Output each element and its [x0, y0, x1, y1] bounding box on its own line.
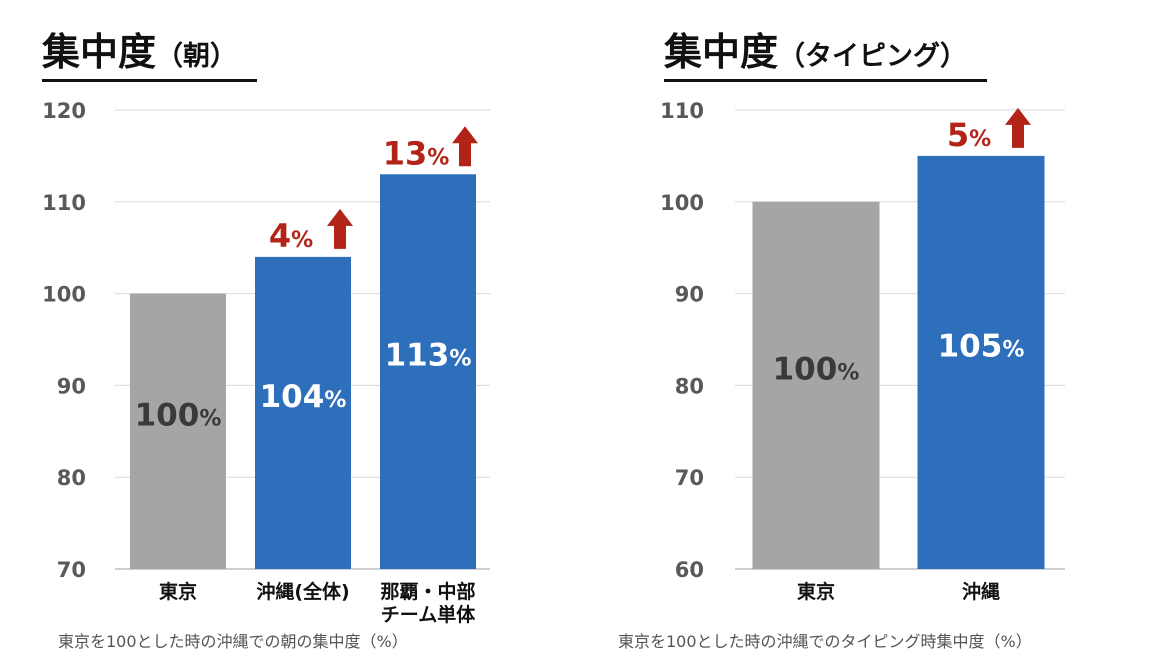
- bar: [752, 201, 880, 570]
- bar: [130, 293, 226, 569]
- gain-label: 4%: [269, 217, 313, 255]
- bar-value-number: 105: [938, 328, 1003, 364]
- y-tick-label: 70: [57, 558, 86, 582]
- y-tick-label: 80: [57, 466, 86, 490]
- chart-title-main: 集中度: [664, 30, 779, 74]
- chart-caption-typing: 東京を100とした時の沖縄でのタイピング時集中度（%）: [618, 632, 1032, 651]
- bar-value-percent: %: [837, 360, 859, 385]
- y-tick-label: 100: [42, 283, 86, 307]
- chart-title-morning: 集中度（朝）: [42, 30, 258, 82]
- bar: [917, 155, 1045, 569]
- gain-number: 5: [947, 116, 969, 154]
- y-tick-label: 100: [660, 191, 704, 215]
- gain-percent: %: [969, 127, 991, 152]
- y-tick-label: 80: [675, 374, 704, 398]
- bar-value-label: 113%: [385, 338, 472, 374]
- gain-label: 5%: [947, 116, 991, 154]
- y-tick-label: 90: [57, 374, 86, 398]
- bar-value-percent: %: [199, 406, 221, 431]
- x-category-label: 沖縄(全体): [256, 580, 349, 603]
- gain-number: 13: [383, 134, 428, 172]
- chart-panel-morning: 集中度（朝） 70 80 90 100 110 120 100% 東京 104% 4% 沖縄(全体)…: [0, 0, 560, 672]
- bar-value-number: 104: [260, 379, 325, 415]
- bar-value-number: 113: [385, 338, 450, 374]
- y-tick-label: 60: [675, 558, 704, 582]
- gain-percent: %: [291, 228, 313, 253]
- y-tick-label: 110: [42, 191, 86, 215]
- chart-title-sub: （タイピング）: [778, 41, 968, 72]
- bar: [380, 174, 476, 569]
- x-category-label: チーム単体: [381, 603, 476, 626]
- chart-title-main: 集中度: [42, 30, 157, 74]
- chart-title-sub: （朝）: [156, 41, 238, 72]
- x-category-label: 東京: [159, 580, 197, 603]
- x-category-label: 那覇・中部: [380, 580, 475, 603]
- bar-value-percent: %: [324, 388, 346, 413]
- y-tick-label: 70: [675, 466, 704, 490]
- bar: [255, 256, 351, 569]
- bar-value-number: 100: [135, 397, 200, 433]
- up-arrow-icon: [452, 126, 478, 167]
- y-tick-label: 120: [42, 99, 86, 123]
- chart-caption-morning: 東京を100とした時の沖縄での朝の集中度（%）: [58, 632, 408, 651]
- bar-value-label: 100%: [135, 397, 222, 433]
- up-arrow-icon: [1005, 107, 1031, 148]
- gain-percent: %: [427, 145, 449, 170]
- bar-value-label: 100%: [773, 351, 860, 387]
- y-tick-label: 110: [660, 99, 704, 123]
- bar-value-percent: %: [449, 347, 471, 372]
- bar-chart-morning: 708090100110120100%東京104%4%沖縄(全体)113%13%…: [42, 99, 490, 626]
- bar-value-label: 105%: [938, 328, 1025, 364]
- up-arrow-icon: [327, 208, 353, 249]
- x-category-label: 東京: [797, 580, 835, 603]
- x-category-label: 沖縄: [962, 580, 1000, 603]
- chart-title-typing: 集中度（タイピング）: [664, 30, 988, 82]
- bar-value-label: 104%: [260, 379, 347, 415]
- gain-number: 4: [269, 217, 291, 255]
- gain-label: 13%: [383, 134, 450, 172]
- bar-value-number: 100: [773, 351, 838, 387]
- bar-value-percent: %: [1002, 337, 1024, 362]
- y-tick-label: 90: [675, 283, 704, 307]
- chart-panel-typing: 集中度（タイピング） 60 70 80 90 100 110 100% 東京 105% 5% 沖縄 …: [600, 0, 1166, 672]
